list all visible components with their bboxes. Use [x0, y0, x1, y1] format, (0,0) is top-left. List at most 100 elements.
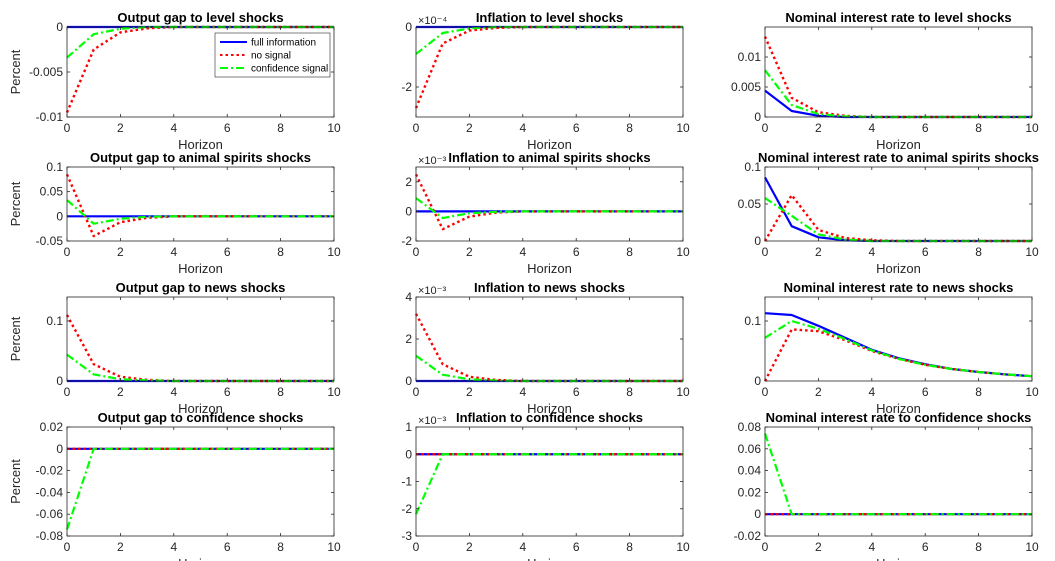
x-axis-label: Horizon [178, 401, 223, 416]
y-tick-label: 0.1 [744, 160, 761, 174]
subplot-title: Nominal interest rate to news shocks [784, 280, 1014, 295]
series-line-confidence-signal [415, 354, 683, 383]
x-tick-label: 8 [277, 385, 284, 399]
x-tick-label: 8 [277, 121, 284, 135]
x-tick-label: 4 [170, 121, 177, 135]
y-tick-label: -2 [401, 80, 412, 94]
x-tick-label: 2 [466, 385, 473, 399]
subplot-title: Output gap to animal spirits shocks [90, 150, 311, 165]
axes-box [415, 296, 684, 382]
y-tick-label: 2 [405, 332, 412, 346]
axes-box [415, 26, 684, 118]
y-tick-label: -0.06 [36, 507, 64, 521]
series-line-confidence-signal [414, 453, 683, 515]
subplot-11: 0 2 4 6 8 10 -3 -2 -1 0 1 ×10⁻³ Inflation to confide… [401, 410, 690, 561]
x-tick-label: 6 [573, 245, 580, 259]
x-tick-label: 6 [922, 540, 929, 554]
x-tick-label: 2 [117, 385, 124, 399]
legend-entry-label: confidence signal [251, 64, 328, 75]
x-tick-label: 4 [868, 245, 875, 259]
y-tick-label: 2 [405, 175, 412, 189]
series-line-no-signal [65, 173, 334, 238]
x-tick-label: 0 [413, 540, 420, 554]
x-tick-label: 2 [466, 245, 473, 259]
x-tick-label: 8 [626, 121, 633, 135]
y-axis-label: Percent [8, 459, 23, 504]
series-line-confidence-signal [763, 433, 1032, 516]
x-tick-label: 4 [170, 385, 177, 399]
x-tick-label: 0 [413, 245, 420, 259]
y-tick-label: -3 [401, 529, 412, 543]
y-tick-label: 0.04 [738, 464, 762, 478]
axes-box [66, 296, 335, 382]
x-tick-label: 6 [922, 121, 929, 135]
x-axis-label: Horizon [178, 556, 223, 561]
y-tick-label: -1 [401, 475, 412, 489]
x-axis-label: Horizon [876, 401, 921, 416]
y-tick-label: 0 [56, 442, 63, 456]
axes-box [764, 166, 1033, 242]
x-tick-label: 4 [868, 385, 875, 399]
y-tick-label: 0 [405, 20, 412, 34]
x-axis-label: Horizon [876, 556, 921, 561]
x-tick-label: 10 [1025, 385, 1039, 399]
x-tick-label: 8 [975, 385, 982, 399]
x-tick-label: 2 [466, 540, 473, 554]
subplot-title: Output gap to confidence shocks [98, 410, 304, 425]
series-line-confidence-signal [415, 197, 683, 220]
subplot-title: Inflation to news shocks [474, 280, 625, 295]
axis-multiplier: ×10⁻³ [418, 285, 446, 297]
series-line-confidence-signal [764, 197, 1032, 243]
subplot-title: Output gap to news shocks [116, 280, 286, 295]
y-tick-label: -0.005 [29, 65, 63, 79]
series-line-full-information [764, 89, 1032, 119]
series-line-no-signal [763, 328, 1033, 382]
y-axis-label: Percent [8, 49, 23, 94]
y-axis-label: Percent [8, 181, 23, 226]
y-tick-label: 0 [405, 447, 412, 461]
y-tick-label: 0 [754, 110, 761, 124]
axes-box [764, 296, 1033, 382]
subplot-title: Inflation to level shocks [476, 10, 623, 25]
x-axis-label: Horizon [527, 556, 572, 561]
x-axis-label: Horizon [178, 137, 223, 152]
x-axis-label: Horizon [527, 137, 572, 152]
x-tick-label: 2 [815, 245, 822, 259]
x-axis-label: Horizon [527, 261, 572, 276]
x-tick-label: 4 [519, 121, 526, 135]
y-tick-label: 0 [754, 507, 761, 521]
axes-box [66, 426, 335, 537]
x-tick-label: 0 [762, 121, 769, 135]
x-tick-label: 0 [762, 245, 769, 259]
x-tick-label: 10 [327, 540, 341, 554]
x-tick-label: 4 [519, 385, 526, 399]
subplot-5: 0 2 4 6 8 10-202×10⁻³ Inflation to animal spir… [401, 150, 690, 276]
x-tick-label: 2 [815, 121, 822, 135]
y-tick-label: 0.06 [738, 442, 762, 456]
legend-box [214, 32, 331, 78]
y-tick-label: 0.01 [738, 50, 762, 64]
series-line-full-information [764, 176, 1032, 243]
series-line-no-signal [763, 36, 1032, 119]
y-tick-label: -2 [401, 502, 412, 516]
y-tick-label: 0.1 [744, 314, 761, 328]
x-tick-label: 4 [519, 540, 526, 554]
x-tick-label: 10 [676, 121, 690, 135]
x-tick-label: 8 [626, 245, 633, 259]
x-tick-label: 4 [519, 245, 526, 259]
subplot-1: 0 2 4 6 8 10 -0.01 -0.005 0 Output gap to level s… [8, 10, 341, 152]
series-line-no-signal [414, 25, 683, 109]
y-tick-label: 0.02 [738, 485, 762, 499]
subplot-title: Inflation to confidence shocks [456, 410, 643, 425]
y-tick-label: -0.05 [36, 234, 64, 248]
x-tick-label: 6 [573, 385, 580, 399]
y-tick-label: 0.1 [46, 314, 63, 328]
legend-entry-label: no signal [251, 51, 291, 62]
subplot-8: 0 2 4 6 8 10 0 2 4 ×10⁻³ Inflation to news shocks H… [405, 280, 690, 416]
subplot-title: Nominal interest rate to level shocks [785, 10, 1011, 25]
y-tick-label: 0.1 [46, 160, 63, 174]
x-tick-label: 10 [1025, 121, 1039, 135]
axis-multiplier: ×10⁻³ [418, 155, 446, 167]
y-tick-label: -0.04 [36, 485, 64, 499]
